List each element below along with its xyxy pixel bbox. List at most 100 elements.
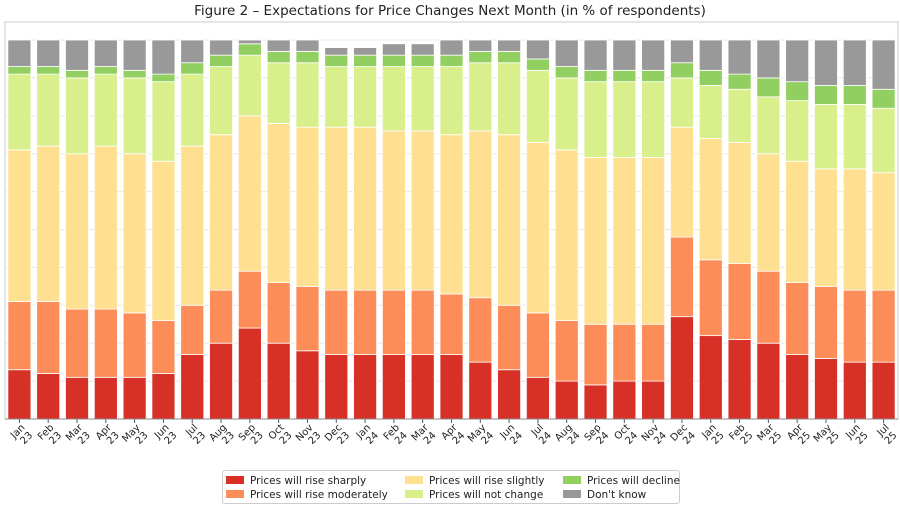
bar-segment (353, 47, 378, 56)
bar-segment (727, 339, 752, 420)
bar-segment (93, 39, 118, 67)
bar-segment (122, 153, 147, 314)
bar-segment (670, 62, 694, 79)
bar-segment (439, 134, 464, 295)
bar-segment (842, 39, 867, 86)
bar-segment (266, 282, 291, 344)
legend-item-rise-moderately: Prices will rise moderately (226, 488, 388, 502)
bar-segment (670, 126, 694, 238)
bar-segment (7, 149, 32, 302)
bar-segment (554, 66, 579, 79)
bar-segment (381, 130, 406, 291)
bar-segment (468, 62, 493, 132)
bar-segment (526, 39, 550, 60)
bar-segment (583, 39, 608, 71)
bar-segment (381, 354, 406, 420)
bar-segment (324, 47, 349, 56)
bar-segment (756, 39, 781, 79)
bar-segment (237, 327, 262, 420)
bar-segment (756, 153, 781, 272)
bar-segment (353, 289, 378, 355)
bar-segment (151, 320, 176, 374)
bar-segment (612, 39, 637, 71)
bar-segment (526, 141, 550, 314)
bar-segment (785, 81, 810, 102)
bar-segment (381, 66, 406, 132)
bar-segment (468, 50, 493, 64)
bar-segment (439, 354, 464, 420)
bar-segment (180, 354, 205, 420)
bar-segment (410, 54, 435, 67)
bar-segment (353, 66, 378, 128)
bar-segment (497, 369, 522, 420)
bar-segment (842, 85, 867, 105)
bar-segment (497, 50, 522, 64)
bar-segment (871, 289, 896, 363)
bar-segment (727, 263, 752, 340)
bar-segment (7, 66, 32, 75)
bar-segment (497, 39, 522, 52)
bar-segment (698, 138, 723, 261)
bar-segment (439, 54, 464, 67)
bar-segment (266, 50, 291, 64)
bar-segment (583, 384, 608, 420)
bar-segment (670, 77, 694, 128)
bar-segment (36, 301, 61, 374)
bar-segment (554, 320, 579, 382)
bar-segment (209, 134, 233, 291)
legend-swatch (563, 490, 581, 498)
bar-segment (612, 157, 637, 325)
bar-segment (583, 69, 608, 83)
legend-swatch (563, 476, 581, 484)
bar-segment (180, 304, 205, 355)
bar-segment (65, 69, 89, 79)
bar-segment (785, 354, 810, 420)
bar-segment (698, 69, 723, 86)
bar-segment (266, 62, 291, 124)
bar-segment (410, 66, 435, 132)
bar-segment (468, 130, 493, 299)
bar-segment (93, 145, 118, 310)
bar-segment (554, 39, 579, 67)
bar-segment (324, 289, 349, 355)
bar-segment (871, 88, 896, 109)
bar-segment (526, 376, 550, 420)
legend-item-rise-sharply: Prices will rise sharply (226, 474, 366, 488)
bar-segment (612, 323, 637, 382)
bar-segment (209, 289, 233, 344)
bar-segment (151, 39, 176, 75)
legend-label: Prices will rise slightly (429, 475, 545, 487)
bar-segment (324, 66, 349, 128)
bar-segment (180, 73, 205, 147)
bar-segment (468, 39, 493, 52)
bar-segment (122, 39, 147, 71)
legend-item-dont-know: Don't know (563, 488, 646, 502)
legend-label: Prices will rise moderately (250, 489, 388, 501)
bar-segment (842, 104, 867, 170)
bar-segment (756, 77, 781, 98)
bar-segment (65, 39, 89, 71)
bar-segment (785, 100, 810, 162)
legend-label: Prices will not change (429, 489, 544, 501)
bar-segment (295, 350, 320, 420)
bar-segment (295, 50, 320, 64)
bar-segment (727, 39, 752, 75)
bar-segment (612, 380, 637, 420)
